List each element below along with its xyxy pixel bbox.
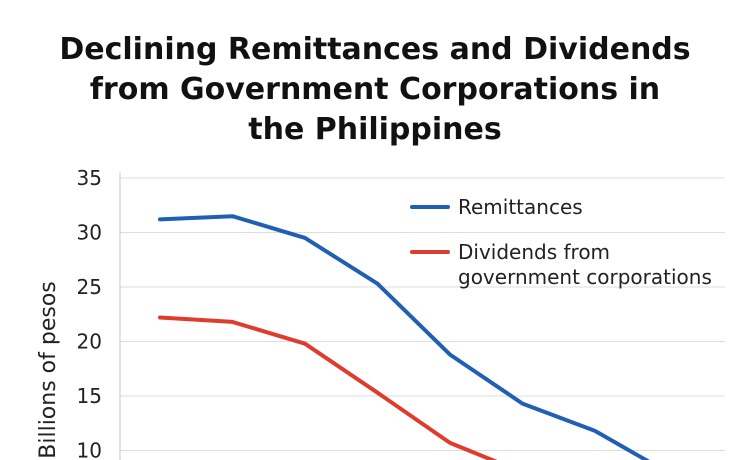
y-tick-label-25: 25 (77, 275, 102, 299)
y-tick-label-10: 10 (77, 439, 102, 460)
chart-title-line-3: the Philippines (248, 112, 502, 147)
chart-title-line-1: Declining Remittances and Dividends (59, 32, 691, 67)
chart-title-line-2: from Government Corporations in (89, 72, 661, 107)
y-tick-labels: 10 15 20 25 30 35 (77, 166, 102, 460)
y-tick-label-30: 30 (77, 221, 102, 245)
gridlines (120, 177, 725, 451)
y-tick-label-15: 15 (77, 384, 102, 408)
legend: Remittances Dividends from government co… (410, 195, 712, 289)
legend-label-dividends-line-1: Dividends from (458, 240, 610, 264)
y-tick-label-35: 35 (77, 166, 102, 190)
series-line-dividends (158, 315, 498, 460)
series-line-remittances (158, 214, 650, 460)
chart-title: Declining Remittances and Dividends from… (0, 30, 750, 150)
y-tick-label-20: 20 (77, 330, 102, 354)
legend-label-dividends-line-2: government corporations (458, 265, 712, 289)
series-lines (158, 214, 650, 460)
legend-label-remittances: Remittances (458, 195, 583, 219)
y-axis-label: Billions of pesos (36, 281, 61, 458)
